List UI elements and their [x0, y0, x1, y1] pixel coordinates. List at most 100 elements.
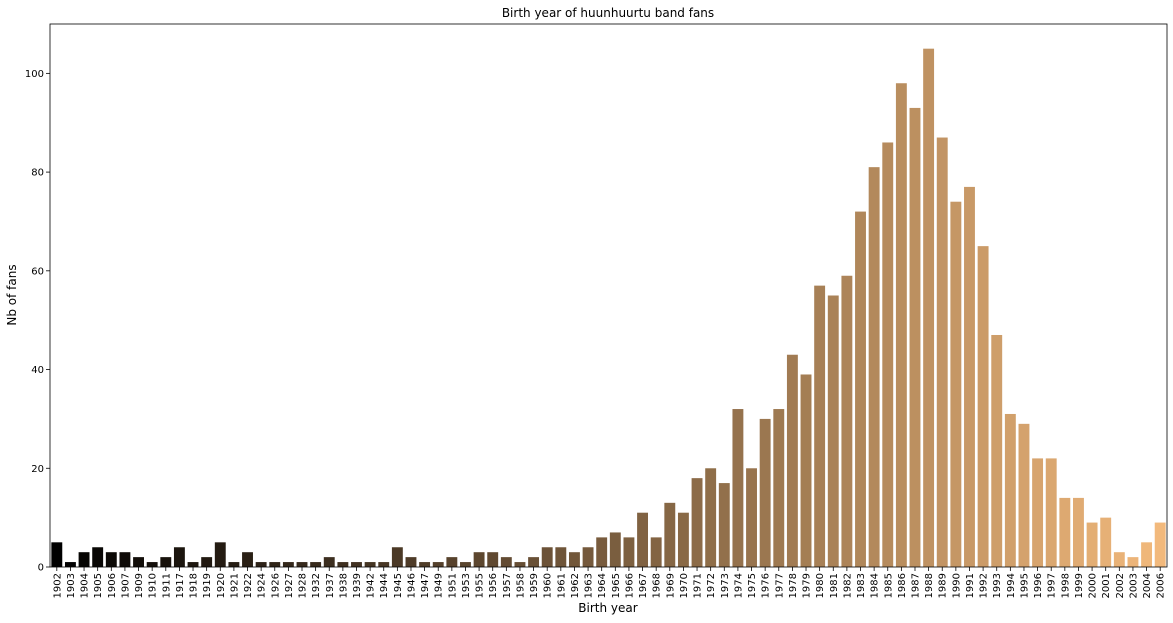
- x-tick-label: 1909: [134, 573, 145, 598]
- bar-1966: [623, 537, 635, 567]
- bar-1955: [473, 552, 485, 567]
- bar-1986: [895, 83, 907, 568]
- x-tick-label: 1965: [611, 573, 622, 598]
- bar-1967: [637, 512, 649, 567]
- y-tick-label: 80: [31, 168, 44, 179]
- x-tick-label: 1975: [747, 573, 758, 598]
- bar-1956: [487, 552, 499, 567]
- y-axis: 0 20 40 60 80 100: [25, 69, 50, 574]
- x-tick-label: 1993: [992, 573, 1003, 598]
- x-tick-label: 1995: [1019, 573, 1030, 598]
- bar-1974: [732, 409, 744, 567]
- y-tick-label: 60: [31, 266, 44, 277]
- y-tick-label: 100: [25, 69, 44, 80]
- x-tick-label: 1921: [229, 573, 240, 598]
- x-tick-label: 1961: [556, 573, 567, 598]
- x-tick-label: 2001: [1101, 573, 1112, 598]
- bar-1975: [746, 468, 757, 567]
- x-tick-label: 1978: [788, 573, 799, 598]
- x-tick-label: 1991: [965, 573, 976, 598]
- bar-1932: [310, 562, 322, 567]
- bar-1944: [378, 562, 390, 567]
- x-tick-label: 1979: [802, 573, 813, 598]
- x-tick-label: 1949: [434, 573, 445, 598]
- x-tick-label: 1944: [379, 573, 390, 598]
- bar-1904: [78, 552, 90, 567]
- y-tick-label: 20: [31, 464, 44, 475]
- bar-2002: [1113, 552, 1125, 567]
- bar-1959: [528, 557, 540, 567]
- chart-title: Birth year of huunhuurtu band fans: [502, 6, 714, 20]
- bar-1921: [228, 562, 240, 567]
- bar-1961: [555, 547, 567, 567]
- bar-1937: [323, 557, 335, 567]
- x-axis: 1902 1903 1904 1905 1906 1907 1909 1910 1911 1917…: [52, 567, 1167, 598]
- x-tick-label: 1947: [420, 573, 431, 598]
- x-tick-label: 2004: [1142, 573, 1153, 598]
- x-tick-label: 1953: [461, 573, 472, 598]
- x-tick-label: 1998: [1060, 573, 1071, 598]
- bar-1917: [173, 547, 185, 567]
- bar-1988: [923, 48, 935, 567]
- x-tick-label: 1999: [1074, 573, 1085, 598]
- bar-1960: [541, 547, 553, 567]
- bar-1984: [868, 167, 880, 567]
- bar-1906: [105, 552, 117, 567]
- x-axis-label: Birth year: [578, 601, 637, 615]
- bar-1919: [201, 557, 213, 567]
- x-tick-label: 1962: [570, 573, 581, 598]
- x-tick-label: 1907: [120, 573, 131, 598]
- bar-1978: [786, 354, 798, 567]
- plot-frame: [49, 23, 1168, 568]
- x-tick-label: 1932: [311, 573, 322, 598]
- bar-1994: [1004, 413, 1016, 567]
- x-tick-label: 1939: [352, 573, 363, 598]
- bar-1973: [718, 483, 730, 567]
- x-tick-label: 1997: [1047, 573, 1058, 598]
- bar-1958: [514, 562, 526, 567]
- x-tick-label: 1986: [897, 573, 908, 598]
- bar-1981: [827, 295, 839, 567]
- bar-1905: [92, 547, 104, 567]
- x-tick-label: 1987: [910, 573, 921, 598]
- bar-1957: [500, 557, 512, 567]
- x-tick-label: 1926: [270, 573, 281, 598]
- x-tick-label: 1988: [924, 573, 935, 598]
- x-tick-label: 1969: [665, 573, 676, 598]
- x-tick-label: 1946: [406, 573, 417, 598]
- bar-1939: [351, 562, 362, 567]
- bar-1990: [950, 201, 962, 567]
- x-tick-label: 1951: [447, 573, 458, 598]
- bar-1918: [187, 562, 199, 567]
- bar-1942: [364, 562, 376, 567]
- bar-1995: [1018, 423, 1030, 567]
- bar-1951: [446, 557, 458, 567]
- bar-1964: [596, 537, 608, 567]
- bar-1962: [568, 552, 580, 567]
- bar-1953: [460, 562, 471, 567]
- x-tick-label: 1968: [652, 573, 663, 598]
- bar-1963: [582, 547, 594, 567]
- x-tick-label: 1992: [979, 573, 990, 598]
- bar-1903: [64, 562, 76, 567]
- bar-1947: [419, 562, 431, 567]
- x-tick-label: 1905: [93, 573, 104, 598]
- x-tick-label: 1922: [243, 573, 254, 598]
- x-tick-label: 1927: [284, 573, 295, 598]
- bar-1968: [650, 537, 662, 567]
- x-tick-label: 1924: [257, 573, 268, 598]
- bar-1987: [909, 107, 921, 567]
- bar-1965: [609, 532, 621, 567]
- x-tick-label: 1938: [338, 573, 349, 598]
- x-tick-label: 1981: [829, 573, 840, 598]
- x-tick-label: 1911: [161, 573, 172, 598]
- bar-1976: [759, 418, 771, 567]
- bar-1998: [1059, 497, 1071, 567]
- bar-1992: [977, 246, 989, 568]
- x-tick-label: 1910: [148, 573, 159, 598]
- x-tick-label: 1973: [720, 573, 731, 598]
- bar-1911: [160, 557, 172, 567]
- x-tick-label: 1958: [515, 573, 526, 598]
- bar-1972: [705, 468, 717, 567]
- x-tick-label: 1996: [1033, 573, 1044, 598]
